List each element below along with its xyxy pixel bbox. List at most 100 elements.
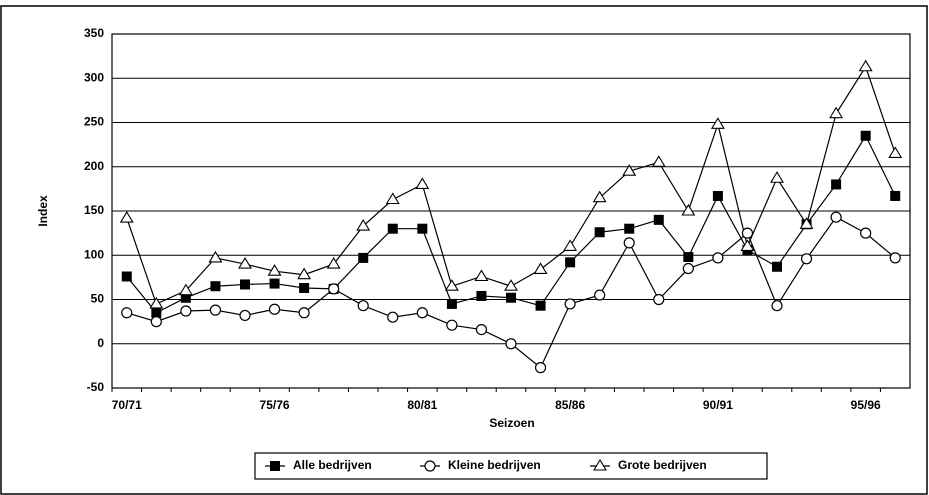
y-tick-label: 100 <box>84 247 104 261</box>
y-tick-label: 150 <box>84 203 104 217</box>
point <box>121 271 132 282</box>
point <box>267 264 282 276</box>
point <box>208 250 223 263</box>
point <box>178 283 193 296</box>
point <box>238 257 252 269</box>
y-tick-label: 0 <box>97 336 104 350</box>
point <box>269 278 280 289</box>
point <box>475 323 488 336</box>
point <box>180 305 192 317</box>
point <box>771 300 783 312</box>
point <box>387 223 398 234</box>
point <box>326 257 341 269</box>
point <box>799 217 814 229</box>
point <box>150 316 162 328</box>
point <box>831 179 842 190</box>
point <box>888 146 903 159</box>
point <box>240 279 250 290</box>
point <box>387 311 399 323</box>
point <box>444 279 459 291</box>
point <box>416 307 428 319</box>
point <box>357 300 369 312</box>
point <box>239 309 251 322</box>
point <box>565 257 576 268</box>
point <box>297 267 312 280</box>
point <box>681 203 696 216</box>
point <box>592 190 607 203</box>
point <box>299 282 310 293</box>
point <box>740 239 755 251</box>
point <box>710 117 725 129</box>
point <box>533 262 548 274</box>
plot-frame <box>111 33 911 389</box>
point <box>151 307 162 318</box>
y-tick-label: 300 <box>84 70 104 84</box>
point <box>594 227 605 238</box>
point <box>890 190 901 201</box>
point <box>358 252 369 263</box>
point <box>328 283 340 295</box>
x-tick-label: 85/86 <box>555 398 585 412</box>
x-axis-label: Seizoen <box>489 416 534 430</box>
point <box>563 239 578 251</box>
point <box>534 362 547 374</box>
point <box>858 59 873 72</box>
point <box>772 261 782 272</box>
point <box>209 304 222 316</box>
point <box>800 253 813 265</box>
point <box>119 211 134 223</box>
point <box>653 293 665 306</box>
point <box>474 269 489 282</box>
point <box>149 296 164 309</box>
y-tick-label: 200 <box>84 159 104 173</box>
x-tick-label: 75/76 <box>260 398 290 412</box>
point <box>622 164 637 176</box>
point <box>712 190 723 201</box>
point <box>741 227 754 239</box>
x-tick-label: 70/71 <box>112 398 142 412</box>
y-tick-label: 250 <box>84 115 104 129</box>
point <box>210 281 221 292</box>
x-tick-label: 95/96 <box>851 398 881 412</box>
x-tick-label: 90/91 <box>703 398 733 412</box>
point <box>268 303 281 315</box>
point <box>506 292 516 303</box>
legend-label: Kleine bedrijven <box>448 458 541 472</box>
legend-marker <box>593 458 607 471</box>
point <box>446 298 457 309</box>
legend-label: Alle bedrijven <box>293 458 372 472</box>
legend-box <box>254 452 768 480</box>
point <box>356 218 371 231</box>
point <box>624 223 635 234</box>
point <box>860 227 872 239</box>
point <box>121 307 133 319</box>
x-tick-label: 80/81 <box>407 398 437 412</box>
point <box>829 106 844 119</box>
point <box>446 319 458 331</box>
point <box>415 177 430 189</box>
point <box>535 300 546 311</box>
legend-label: Grote bedrijven <box>618 458 707 472</box>
point <box>830 211 842 223</box>
outer-frame <box>0 5 928 495</box>
y-tick-label: -50 <box>87 380 105 394</box>
legend-marker <box>424 460 436 472</box>
point <box>504 279 518 291</box>
point <box>651 155 666 167</box>
y-tick-label: 50 <box>91 292 105 306</box>
legend-marker <box>270 461 280 471</box>
point <box>860 130 871 141</box>
point <box>682 262 694 275</box>
point <box>180 292 191 303</box>
point <box>770 171 784 183</box>
point <box>417 223 428 234</box>
point <box>476 290 487 301</box>
point <box>564 298 576 310</box>
point <box>505 338 517 350</box>
point <box>298 307 310 319</box>
point <box>623 237 635 249</box>
point <box>594 289 606 301</box>
point <box>683 252 694 263</box>
point <box>889 252 901 264</box>
